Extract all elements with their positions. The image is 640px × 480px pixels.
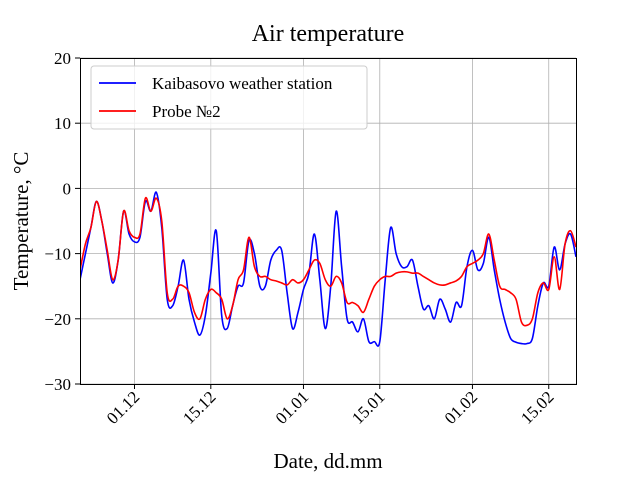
legend-entry: Kaibasovo weather station [152, 74, 333, 93]
y-tick-label: −20 [44, 310, 71, 329]
y-tick-label: 10 [54, 114, 71, 133]
y-axis-ticks: −30 −20 −10 0 10 20 [44, 49, 80, 394]
y-tick-label: −30 [44, 375, 71, 394]
legend-box [90, 65, 368, 130]
plot-area [80, 191, 576, 347]
chart-title: Air temperature [252, 21, 405, 47]
y-tick-label: 0 [63, 179, 72, 198]
legend: Kaibasovo weather station Probe №2 [90, 65, 368, 130]
plot-frame [80, 58, 577, 385]
legend-entry: Probe №2 [152, 102, 221, 121]
y-tick-label: −10 [44, 245, 71, 264]
y-tick-label: 20 [54, 49, 71, 68]
y-axis-label: Temperature, °C [9, 152, 33, 291]
series-line-1 [80, 196, 576, 327]
x-axis-label: Date, dd.mm [273, 449, 382, 473]
